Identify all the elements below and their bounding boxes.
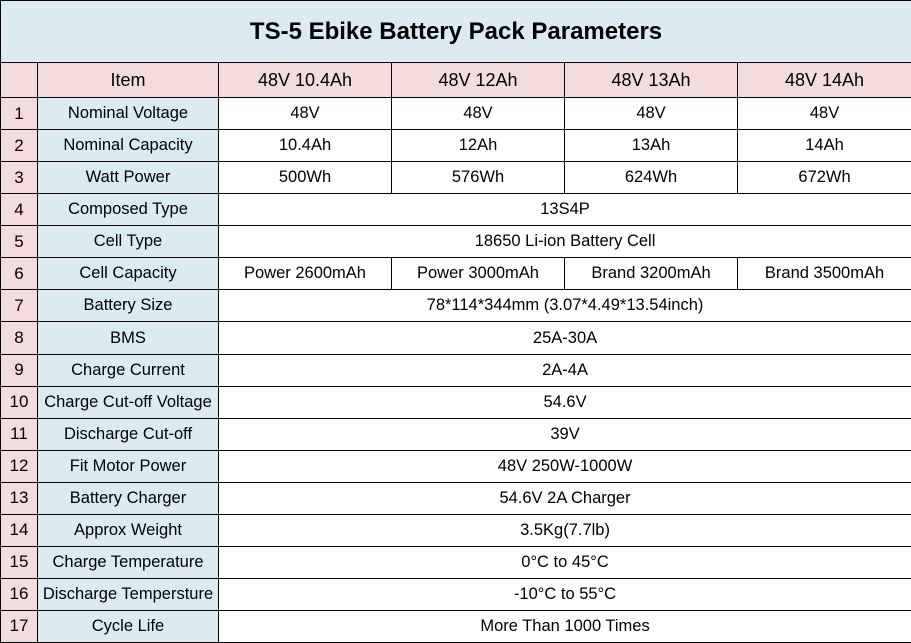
header-col-3: 48V 13Ah [564,62,738,99]
row-index: 10 [0,385,38,419]
row-value: Brand 3500mAh [736,257,911,291]
table-row: 1 Nominal Voltage 48V 48V 48V 48V [0,97,911,131]
row-label: Cell Capacity [37,257,219,291]
table-row: 4 Composed Type 13S4P [0,193,911,227]
row-value: 54.6V 2A Charger [217,481,911,515]
row-index: 11 [0,417,38,451]
row-value: More Than 1000 Times [217,609,911,643]
table-title: TS-5 Ebike Battery Pack Parameters [0,0,911,64]
table-row: 9 Charge Current 2A-4A [0,353,911,387]
row-value: 78*114*344mm (3.07*4.49*13.54inch) [217,289,911,323]
row-label: Charge Current [37,353,219,387]
row-index: 13 [0,481,38,515]
row-label: Nominal Capacity [37,129,219,163]
table-row: 15 Charge Temperature 0°C to 45°C [0,545,911,579]
row-index: 9 [0,353,38,387]
table-row: 3 Watt Power 500Wh 576Wh 624Wh 672Wh [0,161,911,195]
table-row: 10 Charge Cut-off Voltage 54.6V [0,385,911,419]
row-label: Nominal Voltage [37,97,219,131]
row-label: Charge Temperature [37,545,219,579]
table-row: 17 Cycle Life More Than 1000 Times [0,609,911,643]
header-item: Item [37,62,219,99]
header-index-cell [0,62,38,99]
header-col-4: 48V 14Ah [736,62,911,99]
header-row: Item 48V 10.4Ah 48V 12Ah 48V 13Ah 48V 14… [0,62,911,99]
row-label: Fit Motor Power [37,449,219,483]
table-row: 13 Battery Charger 54.6V 2A Charger [0,481,911,515]
table-row: 11 Discharge Cut-off 39V [0,417,911,451]
row-value: 48V [564,97,738,131]
table-row: 5 Cell Type 18650 Li-ion Battery Cell [0,225,911,259]
row-value: 48V [736,97,911,131]
row-value: 0°C to 45°C [217,545,911,579]
row-index: 6 [0,257,38,291]
row-value: 18650 Li-ion Battery Cell [217,225,911,259]
table-row: 14 Approx Weight 3.5Kg(7.7lb) [0,513,911,547]
row-value: 39V [217,417,911,451]
row-value: -10°C to 55°C [217,577,911,611]
row-index: 8 [0,321,38,355]
row-value: 624Wh [564,161,738,195]
row-value: 12Ah [391,129,565,163]
row-index: 5 [0,225,38,259]
row-value: 2A-4A [217,353,911,387]
table-row: 7 Battery Size 78*114*344mm (3.07*4.49*13.… [0,289,911,323]
row-value: 54.6V [217,385,911,419]
row-label: Composed Type [37,193,219,227]
row-value: 13Ah [564,129,738,163]
row-index: 15 [0,545,38,579]
row-value: 14Ah [736,129,911,163]
row-index: 1 [0,97,38,131]
header-col-1: 48V 10.4Ah [218,62,392,99]
row-value: 13S4P [217,193,911,227]
row-value: 48V [391,97,565,131]
row-label: Battery Size [37,289,219,323]
row-index: 12 [0,449,38,483]
table-row: 8 BMS 25A-30A [0,321,911,355]
row-label: Watt Power [37,161,219,195]
table-row: 12 Fit Motor Power 48V 250W-1000W [0,449,911,483]
row-index: 7 [0,289,38,323]
row-label: BMS [37,321,219,355]
row-label: Battery Charger [37,481,219,515]
row-value: 500Wh [218,161,392,195]
row-index: 4 [0,193,38,227]
row-value: Brand 3200mAh [564,257,738,291]
row-value: Power 3000mAh [391,257,565,291]
table-row: 16 Discharge Tempersture -10°C to 55°C [0,577,911,611]
row-value: 48V [218,97,392,131]
row-label: Discharge Cut-off [37,417,219,451]
table-row: 6 Cell Capacity Power 2600mAh Power 3000mAh… [0,257,911,291]
row-value: 25A-30A [217,321,911,355]
row-value: 576Wh [391,161,565,195]
row-label: Cycle Life [37,609,219,643]
row-index: 14 [0,513,38,547]
row-label: Charge Cut-off Voltage [37,385,219,419]
row-index: 17 [0,609,38,643]
header-col-2: 48V 12Ah [391,62,565,99]
row-value: Power 2600mAh [218,257,392,291]
row-value: 672Wh [736,161,911,195]
row-index: 16 [0,577,38,611]
row-label: Discharge Tempersture [37,577,219,611]
table-row: 2 Nominal Capacity 10.4Ah 12Ah 13Ah 14Ah [0,129,911,163]
row-label: Approx Weight [37,513,219,547]
row-value: 10.4Ah [218,129,392,163]
row-index: 2 [0,129,38,163]
row-index: 3 [0,161,38,195]
row-value: 3.5Kg(7.7lb) [217,513,911,547]
row-value: 48V 250W-1000W [217,449,911,483]
row-label: Cell Type [37,225,219,259]
